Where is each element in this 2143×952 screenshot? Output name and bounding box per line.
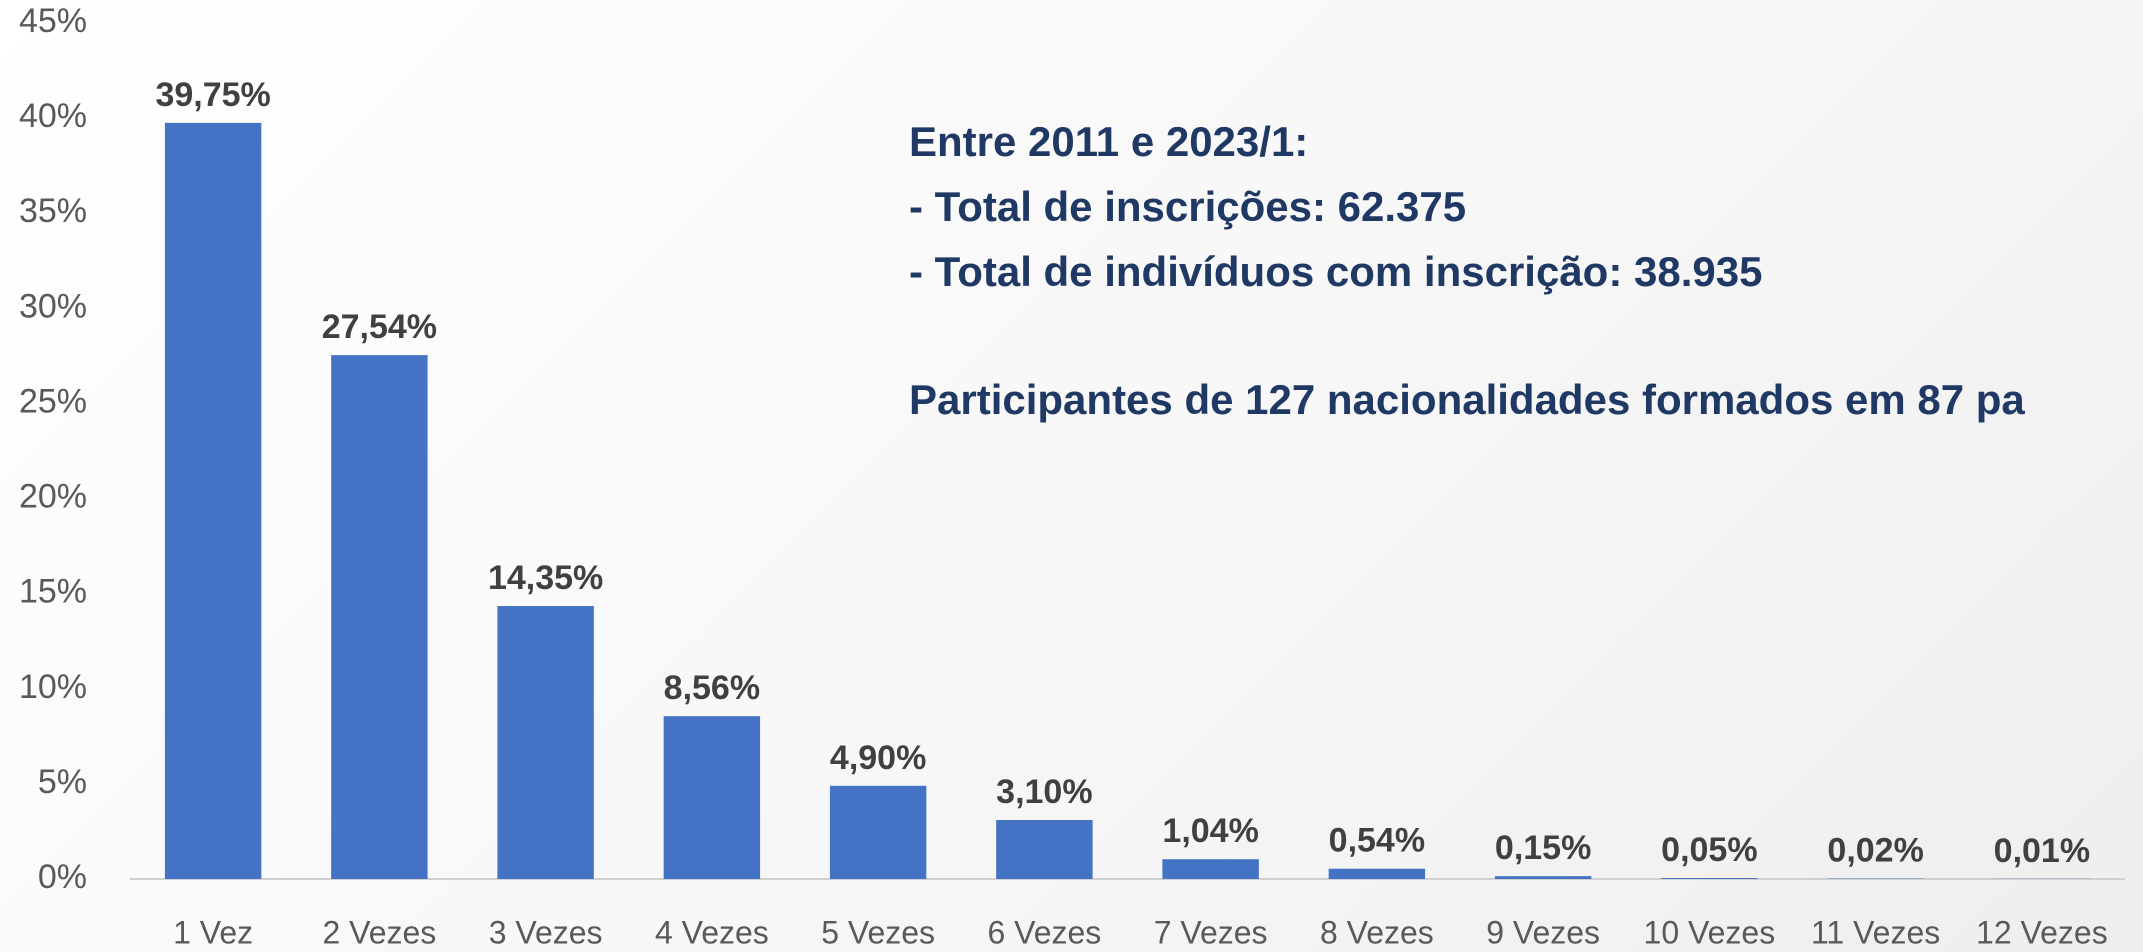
x-tick-label: 3 Vezes [489,914,603,950]
y-tick-label: 10% [19,668,87,706]
x-tick-label: 9 Vezes [1486,914,1600,950]
data-label: 0,02% [1827,832,1923,870]
data-label: 0,15% [1495,829,1591,867]
x-tick-label: 1 Vez [173,914,253,950]
data-label: 27,54% [322,308,437,346]
x-tick-label: 4 Vezes [655,914,769,950]
x-tick-label: 10 Vezes [1644,914,1776,950]
x-tick-label: 8 Vezes [1320,914,1434,950]
annotation: Participantes de 127 nacionalidades form… [909,376,2025,423]
annotation: - Total de indivíduos com inscrição: 38.… [909,248,1762,295]
data-label: 39,75% [155,76,270,114]
y-tick-label: 20% [19,478,87,516]
x-tick-label: 7 Vezes [1154,914,1268,950]
bar [1162,859,1259,879]
bar [829,785,927,879]
y-tick-label: 15% [19,573,87,611]
annotation: - Total de inscrições: 62.375 [909,183,1466,230]
data-label: 0,01% [1994,832,2090,870]
y-tick-label: 0% [38,858,87,896]
bar [497,606,594,879]
bar [663,716,761,879]
y-tick-label: 35% [19,192,87,230]
bar [996,820,1093,879]
data-label: 3,10% [996,773,1092,811]
annotation: Entre 2011 e 2023/1: [909,118,1308,165]
x-tick-label: 12 Vezes [1976,914,2108,950]
x-tick-label: 5 Vezes [821,914,935,950]
data-label: 1,04% [1162,812,1258,850]
bar [1661,878,1758,879]
data-label: 4,90% [830,739,926,777]
y-tick-label: 45% [19,2,87,40]
x-tick-label: 2 Vezes [322,914,436,950]
y-tick-label: 25% [19,382,87,420]
bar [331,355,428,879]
data-label: 0,54% [1329,822,1425,860]
y-tick-label: 5% [38,763,87,801]
data-label: 8,56% [664,669,760,707]
bar [1494,876,1592,879]
y-tick-label: 30% [19,287,87,325]
x-tick-label: 11 Vezes [1811,914,1940,950]
x-tick-label: 6 Vezes [987,914,1101,950]
bar [1328,868,1426,879]
bar [164,122,262,879]
data-label: 14,35% [488,559,603,597]
data-label: 0,05% [1661,831,1757,869]
y-tick-label: 40% [19,97,87,135]
